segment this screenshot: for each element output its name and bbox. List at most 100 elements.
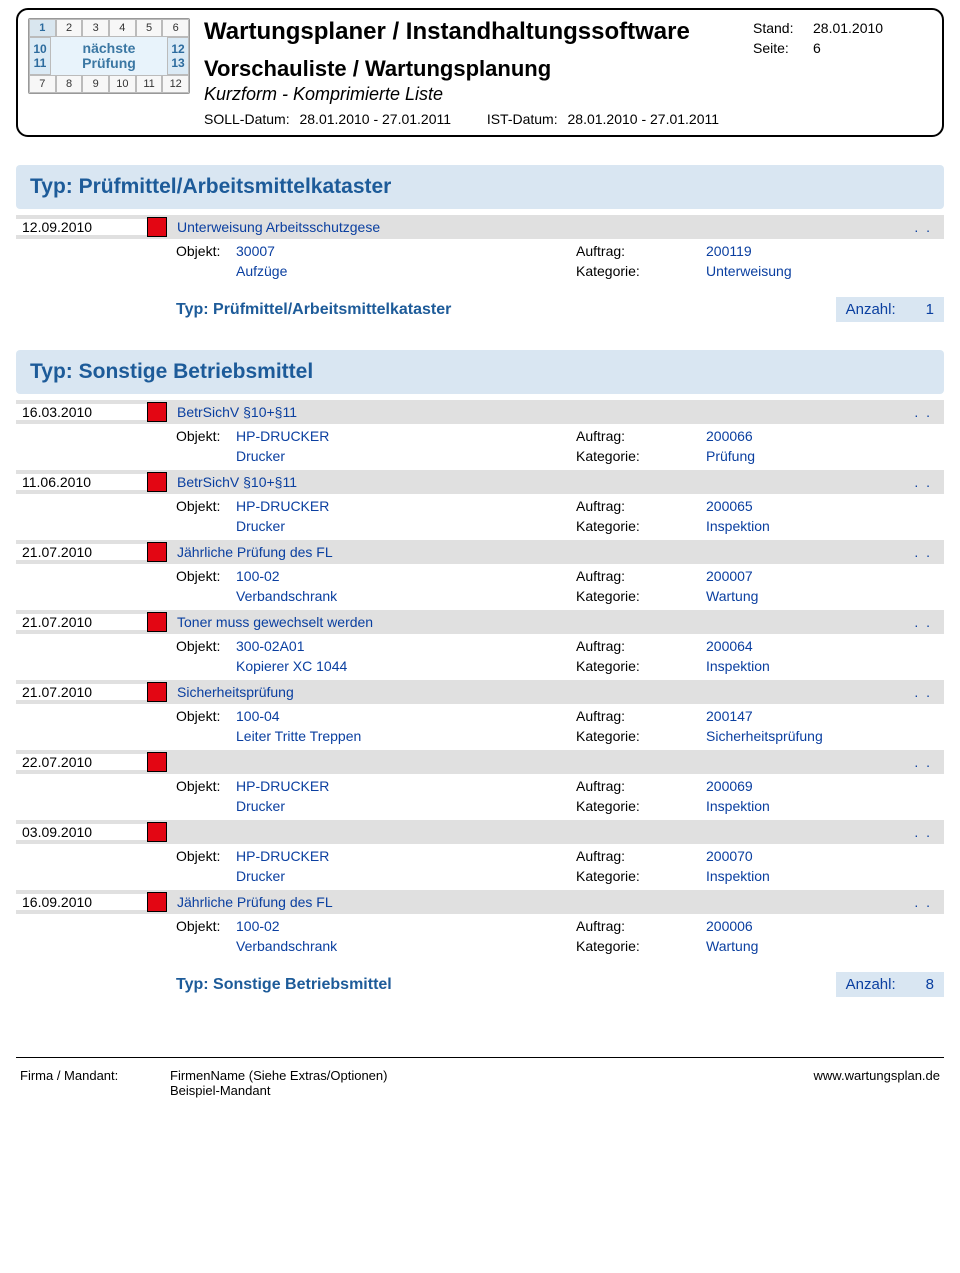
objekt-id: HP-DRUCKER	[236, 498, 576, 514]
entry-title: Jährliche Prüfung des FL	[177, 544, 914, 560]
footer-label: Firma / Mandant:	[20, 1068, 170, 1098]
kategorie-label: Kategorie:	[576, 263, 706, 279]
section-summary: Typ: Sonstige Betriebsmittel Anzahl: 8	[16, 972, 944, 997]
kategorie-label: Kategorie:	[576, 588, 706, 604]
entry: 16.03.2010BetrSichV §10+§11. .Objekt:HP-…	[16, 400, 944, 464]
entry-date: 12.09.2010	[16, 219, 151, 235]
auftrag-label: Auftrag:	[576, 638, 706, 654]
objekt-name: Aufzüge	[236, 263, 576, 279]
entry: 03.09.2010. .Objekt:HP-DRUCKERAuftrag:20…	[16, 820, 944, 884]
entry-detail-row: Leiter Tritte TreppenKategorie:Sicherhei…	[16, 724, 944, 744]
entry-detail-row: Objekt:HP-DRUCKERAuftrag:200070	[16, 844, 944, 864]
status-square-icon	[147, 472, 167, 492]
calendar-bottom-row: 7 8 9 10 11 12	[29, 75, 189, 93]
objekt-label: Objekt:	[176, 498, 236, 514]
entry-dots: . .	[914, 544, 932, 560]
entry-detail-row: Objekt:100-02Auftrag:200006	[16, 914, 944, 934]
calendar-icon: 1 2 3 4 5 6 10 11 nächste Prüfung	[28, 16, 190, 127]
summary-label: Typ: Sonstige Betriebsmittel	[176, 976, 836, 994]
entry-detail-row: Objekt:300-02A01Auftrag:200064	[16, 634, 944, 654]
status-square-icon	[147, 542, 167, 562]
entry-date: 21.07.2010	[16, 614, 151, 630]
kategorie-label: Kategorie:	[576, 658, 706, 674]
entry-dots: . .	[914, 894, 932, 910]
entry-header-row: 16.09.2010Jährliche Prüfung des FL. .	[16, 890, 944, 914]
footer-url: www.wartungsplan.de	[814, 1068, 940, 1098]
entry-header-row: 22.07.2010. .	[16, 750, 944, 774]
objekt-name: Drucker	[236, 798, 576, 814]
auftrag-label: Auftrag:	[576, 708, 706, 724]
entry-dots: . .	[914, 219, 932, 235]
objekt-id: HP-DRUCKER	[236, 778, 576, 794]
report-page: 1 2 3 4 5 6 10 11 nächste Prüfung	[0, 0, 960, 1128]
auftrag-label: Auftrag:	[576, 243, 706, 259]
kategorie-label: Kategorie:	[576, 798, 706, 814]
kategorie-value: Unterweisung	[706, 263, 944, 279]
entry-detail-row: DruckerKategorie:Inspektion	[16, 864, 944, 884]
entry-detail-row: AufzügeKategorie:Unterweisung	[16, 259, 944, 279]
auftrag-value: 200069	[706, 778, 944, 794]
entry-detail-row: Objekt:100-02Auftrag:200007	[16, 564, 944, 584]
auftrag-value: 200066	[706, 428, 944, 444]
entry-dots: . .	[914, 474, 932, 490]
auftrag-value: 200065	[706, 498, 944, 514]
anzahl-value: 1	[926, 301, 934, 318]
entry-detail-row: Objekt:HP-DRUCKERAuftrag:200066	[16, 424, 944, 444]
auftrag-label: Auftrag:	[576, 428, 706, 444]
objekt-name: Verbandschrank	[236, 938, 576, 954]
summary-count-box: Anzahl: 8	[836, 972, 944, 997]
report-subtitle2: Kurzform - Komprimierte Liste	[204, 84, 739, 105]
entry-title: BetrSichV §10+§11	[177, 404, 914, 420]
entry-header-row: 21.07.2010Sicherheitsprüfung. .	[16, 680, 944, 704]
entry-header-row: 16.03.2010BetrSichV §10+§11. .	[16, 400, 944, 424]
report-footer: Firma / Mandant: FirmenName (Siehe Extra…	[16, 1057, 944, 1098]
status-square-icon	[147, 822, 167, 842]
anzahl-label: Anzahl:	[846, 301, 896, 318]
objekt-label: Objekt:	[176, 918, 236, 934]
auftrag-value: 200007	[706, 568, 944, 584]
entry: 12.09.2010Unterweisung Arbeitsschutzgese…	[16, 215, 944, 279]
entry-dots: . .	[914, 684, 932, 700]
entry: 21.07.2010 Jährliche Prüfung des FL. . Obj…	[16, 540, 944, 604]
kategorie-value: Inspektion	[706, 518, 944, 534]
anzahl-value: 8	[926, 976, 934, 993]
objekt-name: Drucker	[236, 448, 576, 464]
auftrag-label: Auftrag:	[576, 498, 706, 514]
objekt-name: Leiter Tritte Treppen	[236, 728, 576, 744]
section-heading: Typ: Prüfmittel/Arbeitsmittelkataster	[16, 165, 944, 209]
entry-header-row: 21.07.2010Toner muss gewechselt werden. …	[16, 610, 944, 634]
kategorie-value: Wartung	[706, 588, 944, 604]
entry-dots: . .	[914, 824, 932, 840]
entry: 21.07.2010Toner muss gewechselt werden. …	[16, 610, 944, 674]
report-subtitle: Vorschauliste / Wartungsplanung	[204, 56, 739, 82]
report-title: Wartungsplaner / Instandhaltungssoftware	[204, 18, 739, 46]
entry-detail-row: Objekt:100-04Auftrag:200147	[16, 704, 944, 724]
objekt-id: 100-02	[236, 568, 576, 584]
footer-mandant: Beispiel-Mandant	[170, 1083, 814, 1098]
objekt-label: Objekt:	[176, 708, 236, 724]
objekt-id: 100-04	[236, 708, 576, 724]
entry-header-row: 21.07.2010 Jährliche Prüfung des FL. .	[16, 540, 944, 564]
kategorie-label: Kategorie:	[576, 938, 706, 954]
kategorie-label: Kategorie:	[576, 728, 706, 744]
auftrag-value: 200064	[706, 638, 944, 654]
entry: 22.07.2010. .Objekt:HP-DRUCKERAuftrag:20…	[16, 750, 944, 814]
anzahl-label: Anzahl:	[846, 976, 896, 993]
entry-title: Jährliche Prüfung des FL	[177, 894, 914, 910]
entry-header-row: 11.06.2010BetrSichV §10+§11. .	[16, 470, 944, 494]
date-range: SOLL-Datum: 28.01.2010 - 27.01.2011 IST-…	[204, 111, 739, 127]
entry: 16.09.2010Jährliche Prüfung des FL. .Obj…	[16, 890, 944, 954]
entry-detail-row: Kopierer XC 1044Kategorie:Inspektion	[16, 654, 944, 674]
objekt-id: 300-02A01	[236, 638, 576, 654]
objekt-name: Verbandschrank	[236, 588, 576, 604]
entry-detail-row: VerbandschrankKategorie:Wartung	[16, 584, 944, 604]
kategorie-label: Kategorie:	[576, 448, 706, 464]
kategorie-value: Sicherheitsprüfung	[706, 728, 944, 744]
calendar-top-row: 1 2 3 4 5 6	[29, 19, 189, 37]
entry-dots: . .	[914, 754, 932, 770]
entry-date: 21.07.2010	[16, 544, 151, 560]
section-heading: Typ: Sonstige Betriebsmittel	[16, 350, 944, 394]
objekt-id: HP-DRUCKER	[236, 848, 576, 864]
auftrag-value: 200119	[706, 243, 944, 259]
header-meta: Stand: 28.01.2010 Seite: 6	[753, 16, 928, 127]
